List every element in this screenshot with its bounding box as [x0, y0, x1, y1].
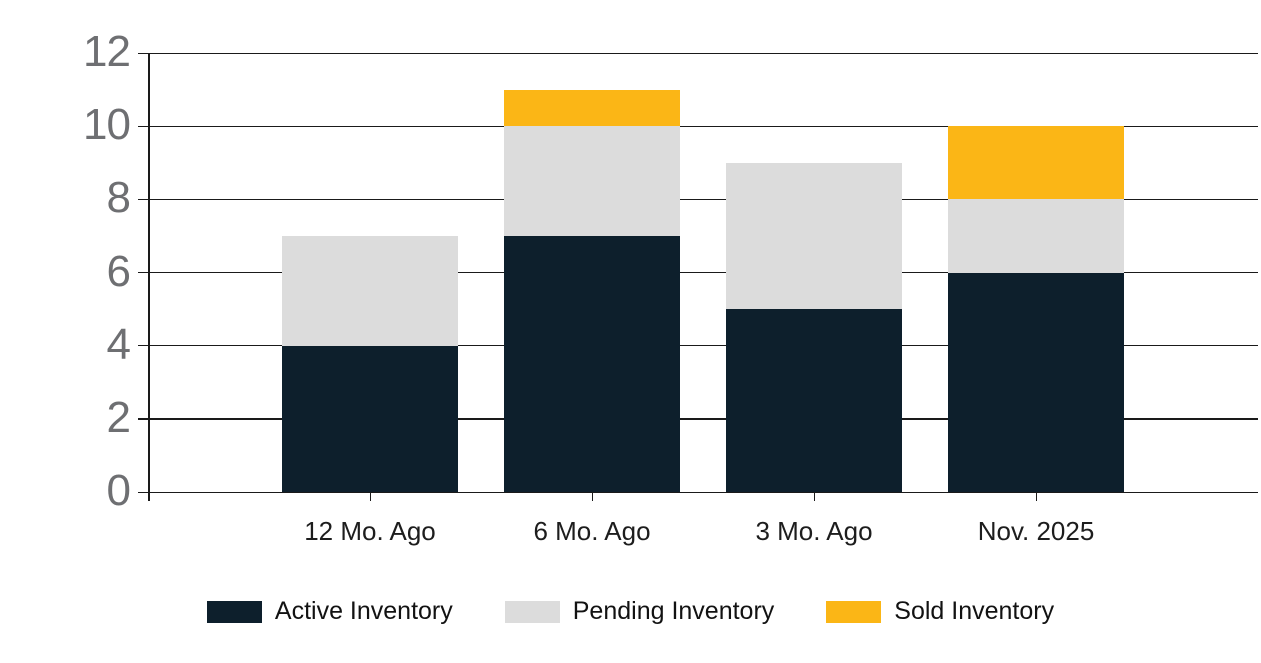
- y-axis-tick-label: 2: [106, 392, 131, 442]
- bar-segment-pending: [726, 162, 902, 310]
- y-axis-tick-label: 6: [106, 246, 131, 296]
- plot-area: [138, 52, 1258, 493]
- y-axis-tick-label: 12: [83, 27, 131, 77]
- legend-item-sold: Sold Inventory: [826, 597, 1054, 626]
- bar-segment-pending: [948, 199, 1124, 273]
- bar-segment-sold: [504, 89, 680, 127]
- legend-swatch-pending: [504, 600, 560, 623]
- x-axis-label: Nov. 2025: [977, 516, 1095, 546]
- x-axis-label: 12 Mo. Ago: [304, 516, 436, 546]
- y-axis-line: [148, 53, 150, 501]
- bar-segment-pending: [504, 126, 680, 236]
- legend-item-active: Active Inventory: [206, 597, 453, 626]
- x-axis-label: 3 Mo. Ago: [755, 516, 873, 546]
- gridline: [138, 198, 1258, 201]
- gridline: [138, 52, 1258, 54]
- gridline: [138, 125, 1258, 127]
- legend-item-pending: Pending Inventory: [504, 597, 775, 626]
- bar-segment-active: [726, 309, 902, 492]
- gridline: [138, 418, 1258, 420]
- y-axis-tick-label: 10: [83, 100, 131, 150]
- legend-label: Sold Inventory: [894, 597, 1055, 625]
- bar-stack: [504, 53, 680, 492]
- bar-stack: [726, 53, 902, 492]
- legend-label: Active Inventory: [274, 597, 453, 625]
- legend: Active Inventory Pending Inventory Sold In…: [0, 597, 1261, 626]
- gridline: [138, 491, 1258, 493]
- y-axis-tick-label: 4: [106, 319, 131, 369]
- bar-segment-active: [948, 272, 1124, 492]
- legend-swatch-active: [206, 600, 262, 623]
- bar-stack: [282, 53, 458, 492]
- gridline: [138, 272, 1258, 274]
- y-axis-tick-label: 8: [106, 173, 131, 223]
- bar-segment-active: [282, 345, 458, 492]
- x-axis-tick: [1035, 492, 1037, 501]
- legend-swatch-sold: [826, 600, 882, 623]
- x-axis-tick: [369, 492, 371, 501]
- bar-segment-active: [504, 235, 680, 492]
- x-axis-tick: [591, 492, 593, 501]
- x-axis-tick: [813, 492, 815, 501]
- bar-segment-sold: [948, 126, 1124, 200]
- legend-label: Pending Inventory: [572, 597, 775, 625]
- bar-stack: [948, 53, 1124, 492]
- bar-segment-pending: [282, 235, 458, 346]
- y-axis-tick-label: 0: [106, 466, 131, 516]
- x-axis-label: 6 Mo. Ago: [533, 516, 651, 546]
- gridline: [138, 345, 1258, 347]
